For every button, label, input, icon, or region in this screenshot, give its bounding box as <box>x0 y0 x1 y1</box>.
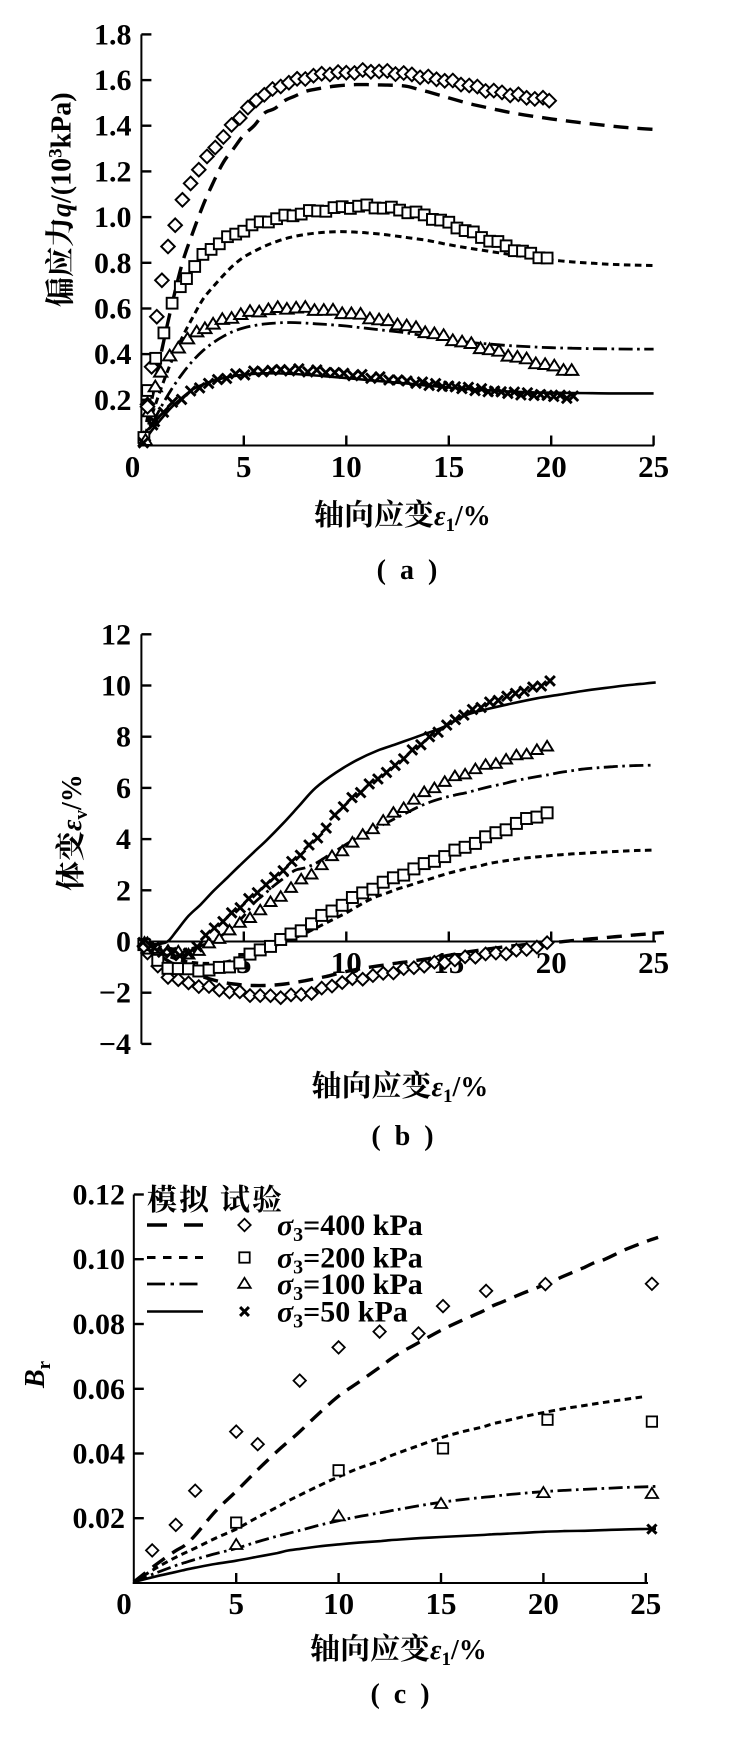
svg-text:( a ): ( a ) <box>377 555 438 586</box>
svg-text:σ3=200 kPa: σ3=200 kPa <box>277 1242 423 1279</box>
svg-text:0.4: 0.4 <box>94 338 132 371</box>
svg-text:0.08: 0.08 <box>73 1308 126 1341</box>
svg-text:ε1/%: ε1/% <box>430 1635 487 1670</box>
svg-text:25: 25 <box>638 449 669 484</box>
svg-text:( b ): ( b ) <box>371 1121 433 1152</box>
svg-text:0: 0 <box>116 1586 132 1621</box>
svg-text:1.2: 1.2 <box>94 155 132 188</box>
svg-text:4: 4 <box>116 823 131 856</box>
svg-text:5: 5 <box>236 449 252 484</box>
svg-text:15: 15 <box>426 1586 457 1621</box>
svg-text:8: 8 <box>116 721 131 754</box>
svg-text:−4: −4 <box>99 1028 131 1061</box>
svg-text:12: 12 <box>101 618 131 651</box>
svg-text:20: 20 <box>536 449 567 484</box>
svg-text:σ3=100 kPa: σ3=100 kPa <box>277 1268 423 1305</box>
svg-text:σ3=50 kPa: σ3=50 kPa <box>277 1296 408 1333</box>
svg-text:0.10: 0.10 <box>73 1243 126 1276</box>
svg-text:20: 20 <box>528 1586 559 1621</box>
svg-text:0.8: 0.8 <box>94 247 132 280</box>
svg-text:10: 10 <box>331 449 362 484</box>
svg-text:0: 0 <box>125 449 141 484</box>
svg-text:0.12: 0.12 <box>73 1179 126 1212</box>
svg-text:5: 5 <box>228 1586 244 1621</box>
svg-text:15: 15 <box>433 449 464 484</box>
svg-text:ε1/%: ε1/% <box>434 501 491 536</box>
svg-text:εv/%: εv/% <box>57 774 92 831</box>
svg-text:1.0: 1.0 <box>94 201 132 234</box>
svg-text:0.04: 0.04 <box>73 1438 126 1471</box>
svg-text:1.4: 1.4 <box>94 110 132 143</box>
svg-text:25: 25 <box>638 945 669 980</box>
svg-text:25: 25 <box>630 1586 661 1621</box>
svg-text:( c ): ( c ) <box>370 1679 429 1710</box>
svg-text:20: 20 <box>536 945 567 980</box>
svg-text:1.6: 1.6 <box>94 64 132 97</box>
svg-text:q/(103kPa): q/(103kPa) <box>46 92 78 217</box>
svg-text:0.06: 0.06 <box>73 1373 126 1406</box>
svg-text:10: 10 <box>323 1586 354 1621</box>
svg-text:ε1/%: ε1/% <box>432 1072 489 1107</box>
svg-text:2: 2 <box>116 874 131 907</box>
svg-text:6: 6 <box>116 772 131 805</box>
svg-text:−2: −2 <box>99 977 131 1010</box>
svg-text:0.2: 0.2 <box>94 384 132 417</box>
svg-text:10: 10 <box>101 670 131 703</box>
svg-text:1.8: 1.8 <box>94 18 132 51</box>
svg-text:σ3=400 kPa: σ3=400 kPa <box>277 1209 423 1246</box>
svg-text:0.6: 0.6 <box>94 293 132 326</box>
svg-text:0: 0 <box>116 926 131 959</box>
svg-text:0.02: 0.02 <box>73 1502 126 1535</box>
